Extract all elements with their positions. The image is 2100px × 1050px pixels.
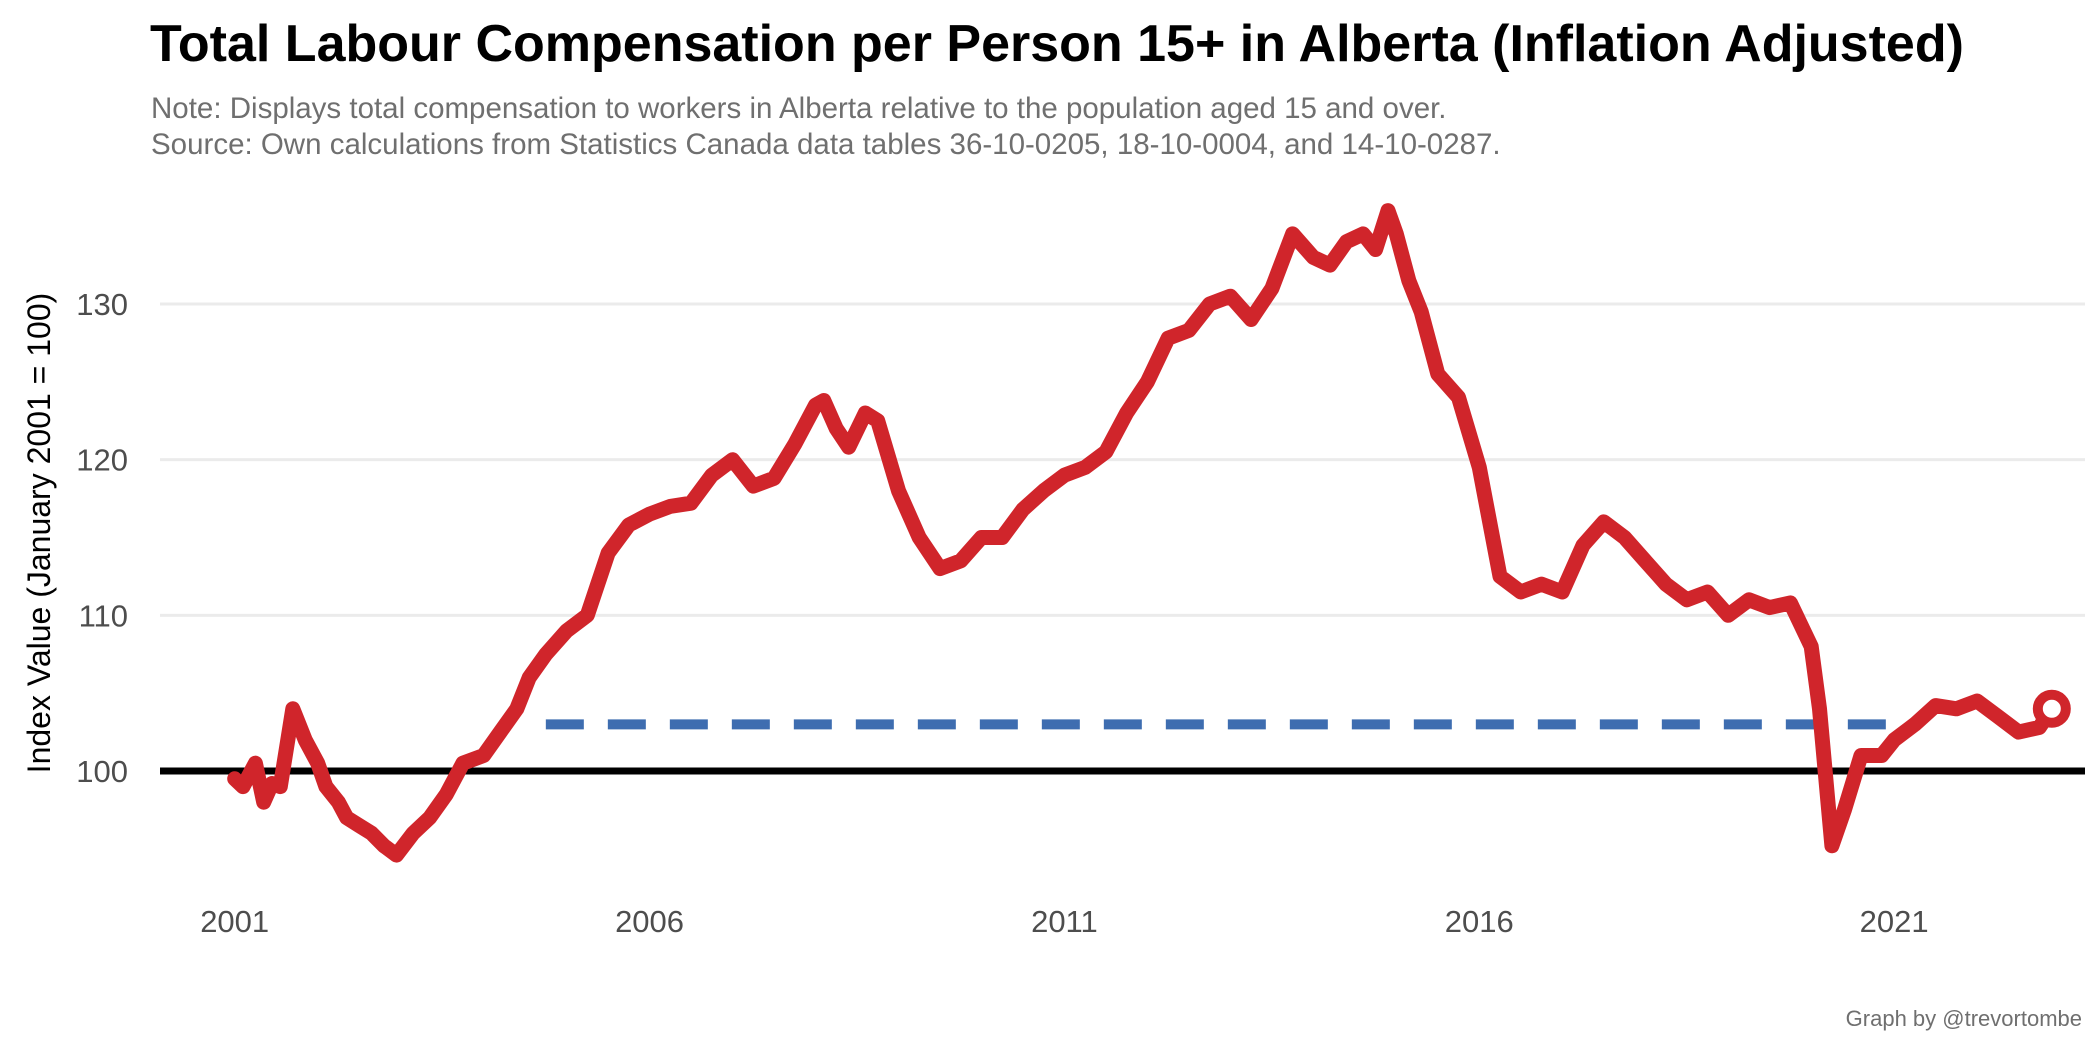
x-tick-label-2001: 2001 xyxy=(200,904,269,939)
y-tick-label-120: 120 xyxy=(76,443,128,478)
x-axis-ticks: 2001 2006 2011 2016 2021 xyxy=(200,904,1928,939)
x-tick-label-2006: 2006 xyxy=(615,904,684,939)
y-tick-label-100: 100 xyxy=(76,754,128,789)
gridlines xyxy=(160,302,2085,617)
y-axis-title: Index Value (January 2001 = 100) xyxy=(21,293,57,774)
x-tick-label-2011: 2011 xyxy=(1031,904,1098,939)
series-layer xyxy=(227,203,2071,863)
y-tick-label-130: 130 xyxy=(76,287,128,322)
x-tick-label-2016: 2016 xyxy=(1445,904,1514,939)
x-tick-label-2021: 2021 xyxy=(1860,904,1929,939)
series-line xyxy=(227,203,2060,863)
chart-source: Source: Own calculations from Statistics… xyxy=(151,128,1501,161)
series-endpoint-marker xyxy=(2032,689,2071,728)
chart-title: Total Labour Compensation per Person 15+… xyxy=(150,15,1964,73)
chart-note: Note: Displays total compensation to wor… xyxy=(151,92,1447,125)
y-axis-ticks: 100 110 120 130 xyxy=(76,287,128,789)
graph-credit: Graph by @trevortombe xyxy=(1845,1006,2082,1031)
y-tick-label-110: 110 xyxy=(79,598,128,633)
